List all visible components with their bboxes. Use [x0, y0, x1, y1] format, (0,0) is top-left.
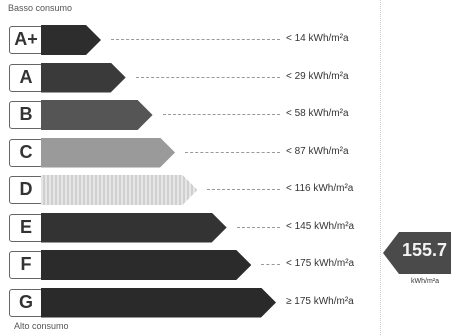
consumption-indicator-unit: kWh/m²a — [411, 278, 439, 285]
energy-class-row: G ≥ 175 kWh/m²a — [0, 288, 390, 318]
energy-class-letter: D — [9, 176, 43, 204]
energy-class-threshold: < 29 kWh/m²a — [286, 70, 349, 82]
consumption-indicator-value: 155.7 — [402, 240, 448, 260]
energy-class-leader-line — [207, 189, 280, 190]
divider-line — [380, 0, 381, 335]
energy-class-letter: C — [9, 138, 43, 167]
energy-class-threshold: < 58 kWh/m²a — [286, 108, 349, 119]
energy-class-bar — [41, 213, 227, 243]
energy-class-leader-line — [185, 151, 280, 153]
energy-class-threshold: < 87 kWh/m²a — [286, 145, 349, 157]
energy-class-letter: A+ — [9, 26, 43, 54]
energy-class-row: F < 175 kWh/m²a — [0, 250, 390, 280]
energy-class-leader-line — [261, 264, 280, 265]
energy-class-threshold: < 14 kWh/m²a — [286, 33, 349, 44]
consumption-indicator-arrow — [383, 232, 451, 274]
energy-class-row: B < 58 kWh/m²a — [0, 100, 390, 130]
energy-class-row: C < 87 kWh/m²a — [0, 138, 390, 168]
energy-class-bar — [41, 175, 197, 205]
high-consumption-label: Alto consumo — [14, 321, 69, 331]
energy-class-row: A < 29 kWh/m²a — [0, 63, 390, 93]
energy-class-letter: E — [9, 213, 43, 242]
energy-class-leader-line — [236, 226, 280, 228]
energy-class-bar — [41, 288, 276, 318]
energy-class-row: A+ < 14 kWh/m²a — [0, 25, 390, 55]
energy-class-leader-line — [111, 39, 280, 40]
energy-class-threshold: < 175 kWh/m²a — [286, 258, 355, 269]
energy-class-bar — [41, 25, 101, 55]
low-consumption-label: Basso consumo — [8, 3, 73, 13]
energy-class-letter: F — [9, 251, 43, 279]
energy-class-letter: G — [9, 288, 43, 317]
energy-class-letter: A — [9, 63, 43, 92]
energy-class-leader-line — [135, 76, 280, 78]
energy-class-bar — [41, 100, 153, 130]
energy-class-bar — [41, 63, 126, 93]
energy-class-leader-line — [162, 114, 280, 115]
energy-class-letter: B — [9, 101, 43, 129]
energy-class-row: D < 116 kWh/m²a — [0, 175, 390, 205]
energy-class-bar — [41, 250, 251, 280]
energy-class-bar — [41, 138, 175, 168]
energy-class-threshold: < 145 kWh/m²a — [286, 220, 355, 232]
energy-class-threshold: ≥ 175 kWh/m²a — [286, 295, 354, 307]
energy-class-row: E < 145 kWh/m²a — [0, 213, 390, 243]
energy-class-threshold: < 116 kWh/m²a — [286, 183, 354, 194]
